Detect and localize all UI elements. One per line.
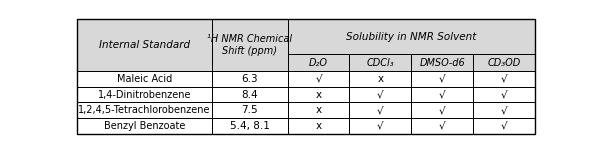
- Bar: [473, 102, 535, 118]
- Text: √: √: [501, 105, 507, 115]
- Bar: [212, 19, 288, 71]
- Bar: [349, 102, 411, 118]
- Text: D₂O: D₂O: [309, 58, 328, 68]
- Bar: [288, 54, 349, 71]
- Bar: [473, 71, 535, 87]
- Bar: [288, 118, 349, 134]
- Text: √: √: [501, 90, 507, 100]
- Bar: [212, 118, 288, 134]
- Bar: [411, 102, 473, 118]
- Text: √: √: [377, 121, 384, 131]
- Text: x: x: [315, 121, 322, 131]
- Bar: [411, 54, 473, 71]
- Text: CDCl₃: CDCl₃: [367, 58, 394, 68]
- Text: 5.4, 8.1: 5.4, 8.1: [230, 121, 270, 131]
- Text: √: √: [377, 105, 384, 115]
- Text: 8.4: 8.4: [242, 90, 258, 100]
- Bar: [411, 71, 473, 87]
- Bar: [349, 54, 411, 71]
- Bar: [411, 87, 473, 102]
- Text: Benzyl Benzoate: Benzyl Benzoate: [104, 121, 185, 131]
- Bar: [411, 118, 473, 134]
- Bar: [288, 102, 349, 118]
- Bar: [77, 19, 212, 71]
- Text: 1,4-Dinitrobenzene: 1,4-Dinitrobenzene: [98, 90, 191, 100]
- Bar: [473, 54, 535, 71]
- Text: √: √: [377, 90, 384, 100]
- Bar: [77, 87, 212, 102]
- Text: √: √: [439, 121, 445, 131]
- Bar: [288, 87, 349, 102]
- Text: Solubility in NMR Solvent: Solubility in NMR Solvent: [346, 32, 476, 42]
- Text: 6.3: 6.3: [242, 74, 258, 84]
- Text: x: x: [315, 90, 322, 100]
- Text: Internal Standard: Internal Standard: [99, 40, 190, 50]
- Text: 7.5: 7.5: [242, 105, 258, 115]
- Text: √: √: [439, 74, 445, 84]
- Bar: [212, 71, 288, 87]
- Bar: [288, 71, 349, 87]
- Text: Maleic Acid: Maleic Acid: [117, 74, 172, 84]
- Text: √: √: [501, 121, 507, 131]
- Bar: [212, 102, 288, 118]
- Bar: [473, 118, 535, 134]
- Bar: [77, 118, 212, 134]
- Bar: [349, 118, 411, 134]
- Text: x: x: [377, 74, 383, 84]
- Text: x: x: [315, 105, 322, 115]
- Text: √: √: [439, 105, 445, 115]
- Text: √: √: [315, 74, 322, 84]
- Text: 1,2,4,5-Tetrachlorobenzene: 1,2,4,5-Tetrachlorobenzene: [78, 105, 211, 115]
- Text: CD₃OD: CD₃OD: [487, 58, 521, 68]
- Text: DMSO-d6: DMSO-d6: [419, 58, 465, 68]
- Bar: [349, 87, 411, 102]
- Bar: [212, 87, 288, 102]
- Text: √: √: [439, 90, 445, 100]
- Bar: [77, 71, 212, 87]
- Text: ¹H NMR Chemical
Shift (ppm): ¹H NMR Chemical Shift (ppm): [207, 34, 293, 56]
- Bar: [473, 87, 535, 102]
- Bar: [77, 102, 212, 118]
- Text: √: √: [501, 74, 507, 84]
- Bar: [288, 19, 535, 54]
- Bar: [349, 71, 411, 87]
